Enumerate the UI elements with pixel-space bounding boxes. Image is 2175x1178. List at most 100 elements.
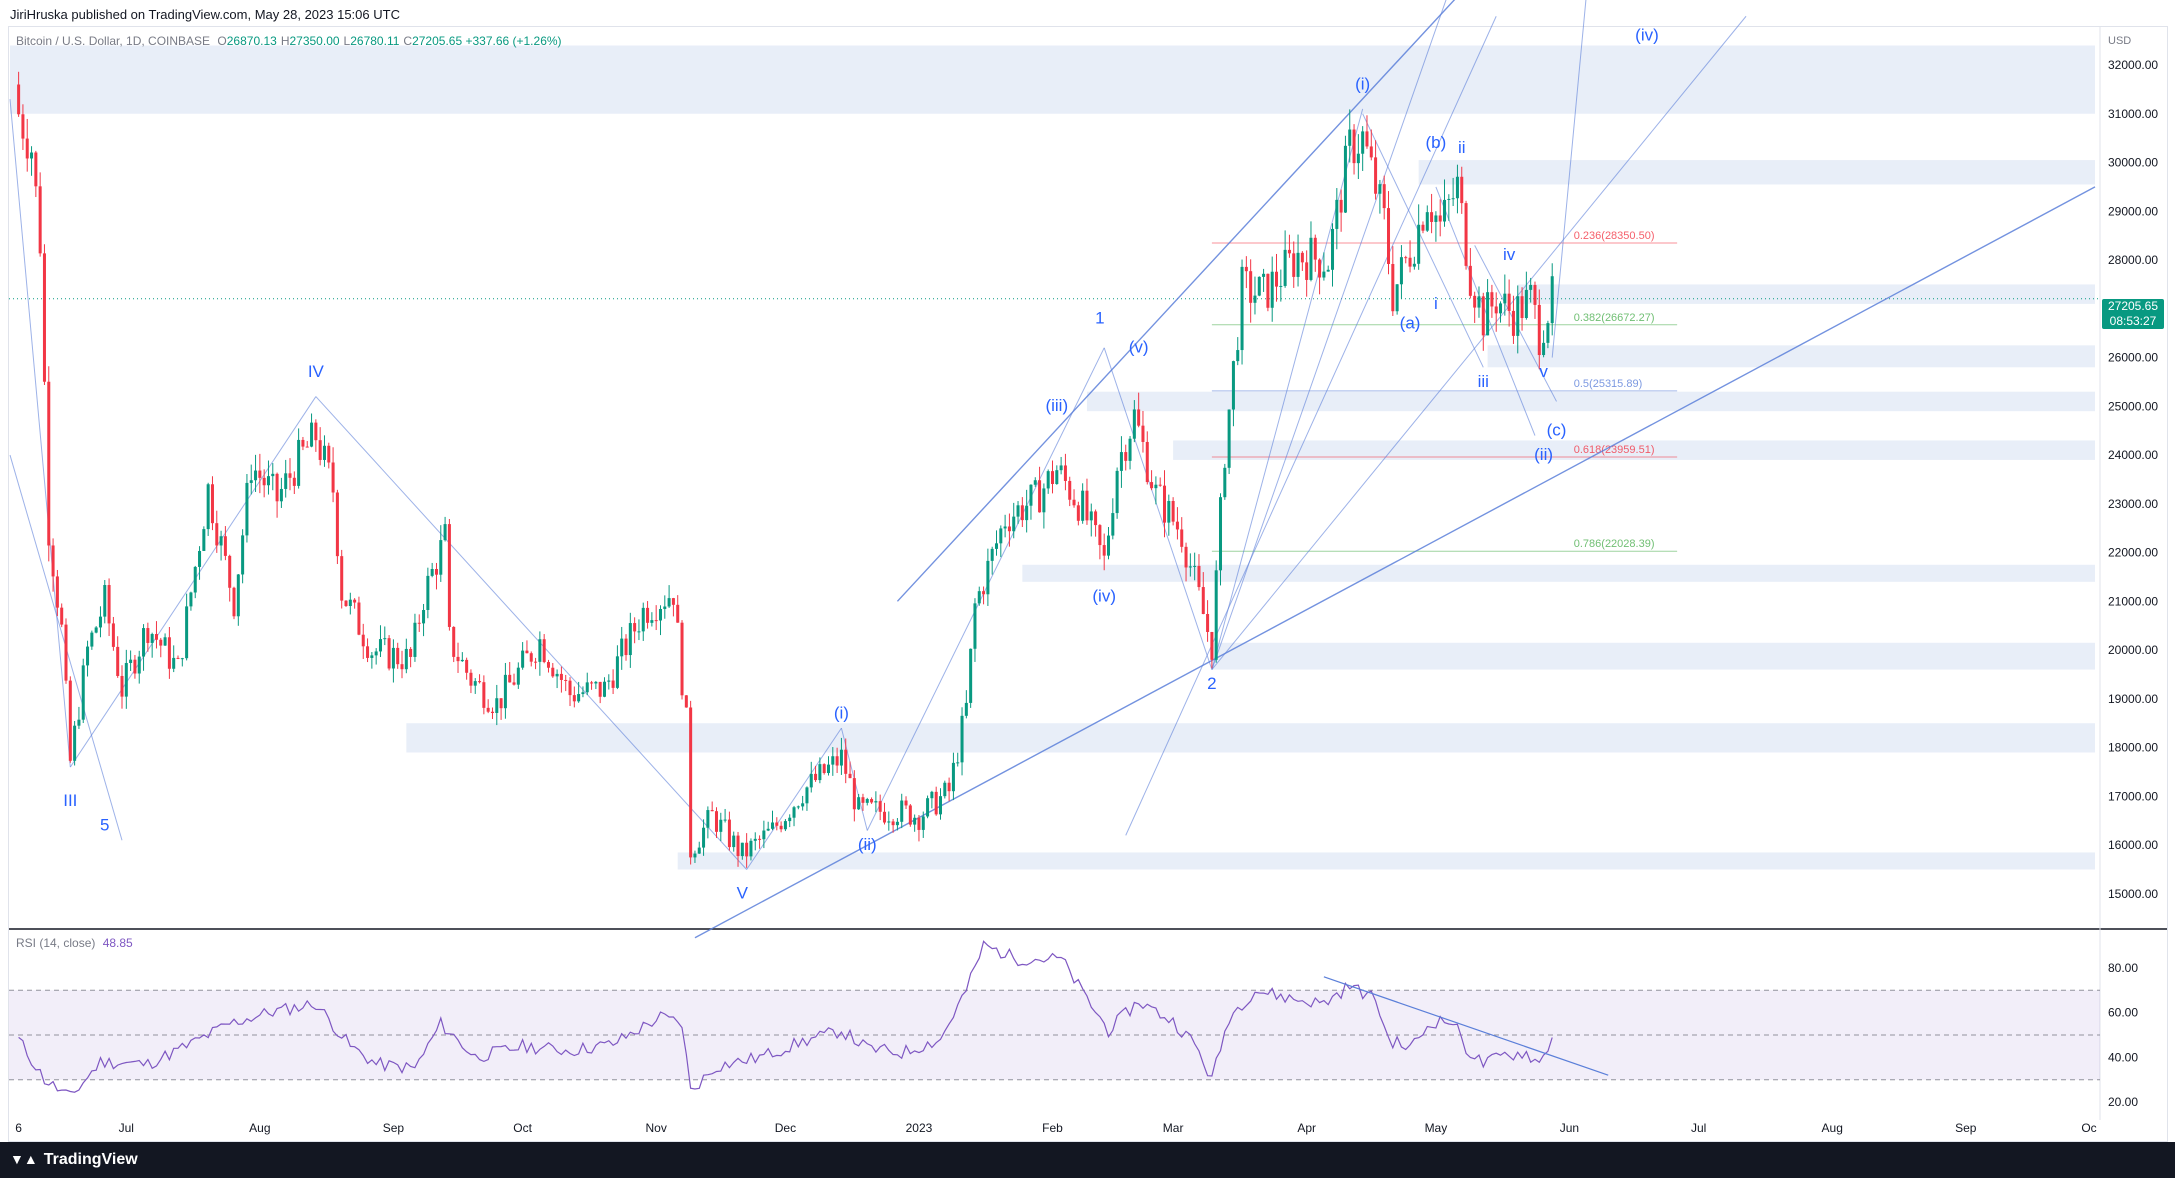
candle-body [30, 152, 34, 159]
candle-body [1348, 129, 1352, 146]
sr-zone-5 [1173, 440, 2095, 460]
candle-body [1188, 566, 1192, 568]
candle-body [1081, 490, 1085, 521]
time-tick-label: Jul [119, 1121, 134, 1135]
price-tick-label: 29000.00 [2108, 204, 2158, 218]
candle-body [465, 659, 469, 673]
tradingview-logo[interactable]: ▼▲ TradingView [10, 1151, 138, 1169]
candle-body [818, 764, 822, 781]
candle-body [814, 773, 818, 781]
trend-line [9, 99, 71, 768]
candle-body [1550, 276, 1554, 324]
candle-body [434, 568, 438, 575]
candle-body [331, 462, 335, 493]
candle-body [1464, 203, 1468, 266]
candle-body [73, 725, 77, 761]
candle-body [758, 838, 762, 840]
candle-body [34, 152, 38, 187]
candle-body [219, 536, 223, 546]
candle-body [469, 672, 473, 686]
candle-body [1430, 212, 1434, 222]
candle-body [51, 545, 55, 577]
candle-body [305, 446, 309, 448]
candle-body [1443, 199, 1447, 222]
candle-body [1068, 480, 1072, 500]
candle-body [297, 439, 301, 486]
candle-body [641, 607, 645, 632]
candle-body [478, 681, 482, 683]
candle-body [98, 616, 102, 628]
candle-body [163, 637, 167, 646]
candle-body [723, 819, 727, 821]
candle-body [245, 482, 249, 536]
candle-body [490, 711, 494, 713]
candle-body [951, 762, 955, 792]
candle-body [409, 648, 413, 657]
sr-zone-1 [1418, 160, 2095, 185]
time-tick-label: Feb [1042, 1121, 1063, 1135]
price-tick-label: 18000.00 [2108, 741, 2158, 755]
candle-body [1516, 296, 1520, 336]
price-tick-label: 22000.00 [2108, 546, 2158, 560]
candle-body [671, 598, 675, 605]
trend-line [1211, 15, 1747, 670]
candle-body [1503, 293, 1507, 304]
candle-body [25, 138, 29, 159]
wave-label: iii [1478, 372, 1489, 391]
candle-body [891, 821, 895, 826]
candle-body [874, 801, 878, 803]
candle-body [1098, 525, 1102, 546]
candle-body [1529, 284, 1533, 290]
candle-body [1507, 293, 1511, 311]
candle-body [38, 186, 42, 254]
candle-body [383, 638, 387, 640]
candle-body [727, 819, 731, 848]
candle-body [279, 488, 283, 502]
trend-line [896, 0, 1456, 602]
candle-body [831, 756, 835, 765]
candle-body [525, 650, 529, 654]
candle-body [538, 639, 542, 662]
candle-body [689, 707, 693, 858]
candle-body [1486, 292, 1490, 336]
candle-body [241, 535, 245, 575]
candle-body [387, 638, 391, 669]
candle-body [1162, 485, 1167, 523]
candle-body [86, 646, 90, 666]
chart-frame [8, 26, 2168, 1142]
sr-zone-2 [1517, 284, 2095, 304]
candle-body [706, 810, 710, 828]
candle-body [1339, 199, 1343, 213]
candle-body [1240, 266, 1244, 351]
candle-body [770, 822, 774, 829]
candle-body [590, 682, 594, 684]
candle-body [986, 560, 990, 595]
candle-body [577, 694, 581, 702]
trend-line [315, 396, 748, 870]
candle-body [822, 764, 826, 774]
time-tick-label: Dec [775, 1121, 796, 1135]
candle-body [391, 647, 395, 669]
candle-body [1412, 263, 1416, 267]
candle-body [1511, 310, 1515, 336]
candle-body [1201, 587, 1205, 614]
candle-body [1369, 146, 1373, 158]
candle-body [1029, 484, 1033, 506]
candle-body [1210, 631, 1214, 660]
trend-line [69, 396, 317, 768]
candle-body [1499, 303, 1503, 314]
candle-body [628, 623, 632, 656]
trend-line [1103, 347, 1213, 670]
wave-label: 1 [1095, 308, 1104, 327]
rsi-value: 48.85 [102, 936, 133, 950]
candle-body [154, 634, 158, 640]
candle-body [1007, 526, 1011, 532]
trend-line [1435, 186, 1536, 436]
candle-body [585, 682, 589, 693]
candle-body [150, 634, 154, 643]
candle-body [1137, 409, 1141, 426]
rsi-tick-label: 20.00 [2108, 1095, 2138, 1109]
candle-body [1033, 480, 1037, 485]
sr-zone-7 [1211, 642, 2095, 670]
price-chart[interactable]: 15000.00 16000.00 17000.00 18000.00 19000.00… [0, 0, 2175, 1142]
